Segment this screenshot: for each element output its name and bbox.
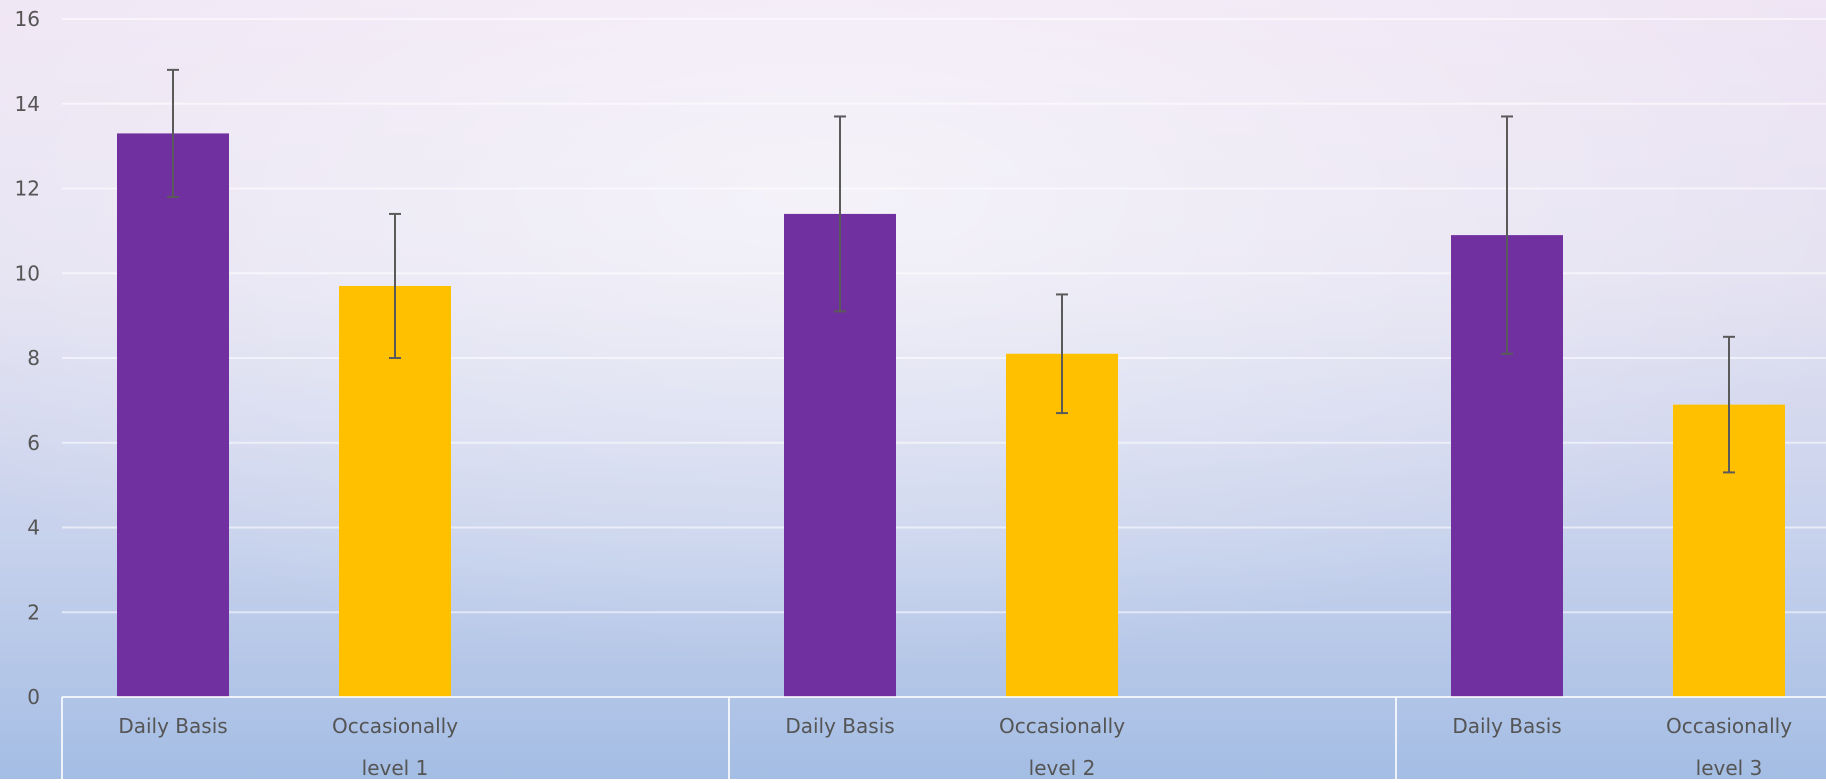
x-tick-label-level-1-daily-basis: Daily Basis xyxy=(118,714,227,738)
x-tick-label-level-3-daily-basis: Daily Basis xyxy=(1452,714,1561,738)
x-tick-label-level-3-occasionally: Occasionally xyxy=(1666,714,1792,738)
error-bar-level-1-occasionally xyxy=(389,212,401,359)
error-bar-level-2-occasionally xyxy=(1056,293,1068,415)
group-label-level-3: level 3 xyxy=(1696,756,1763,779)
y-tick-label-10: 10 xyxy=(15,261,40,285)
bar-level-1-daily-basis xyxy=(117,133,229,698)
x-tick-label-level-2-daily-basis: Daily Basis xyxy=(785,714,894,738)
y-tick-label-0: 0 xyxy=(27,685,40,709)
error-bar-level-3-daily-basis xyxy=(1501,115,1513,355)
error-bar-level-3-occasionally xyxy=(1723,335,1735,474)
x-tick-label-level-2-occasionally: Occasionally xyxy=(999,714,1125,738)
y-tick-label-2: 2 xyxy=(27,600,40,624)
group-label-level-2: level 2 xyxy=(1029,756,1096,779)
y-tick-label-14: 14 xyxy=(15,92,40,116)
error-bars xyxy=(167,68,1735,474)
y-tick-label-6: 6 xyxy=(27,431,40,455)
y-tick-label-16: 16 xyxy=(15,7,40,31)
y-tick-label-8: 8 xyxy=(27,346,40,370)
x-tick-label-level-1-occasionally: Occasionally xyxy=(332,714,458,738)
y-tick-label-4: 4 xyxy=(27,516,40,540)
group-label-level-1: level 1 xyxy=(362,756,429,779)
y-tick-label-12: 12 xyxy=(15,177,40,201)
error-bar-level-2-daily-basis xyxy=(834,115,846,313)
error-bar-level-1-daily-basis xyxy=(167,68,179,198)
axes: 0 2 4 6 8 10 12 14 16 Daily Basis Occasionally leve… xyxy=(15,7,1826,780)
